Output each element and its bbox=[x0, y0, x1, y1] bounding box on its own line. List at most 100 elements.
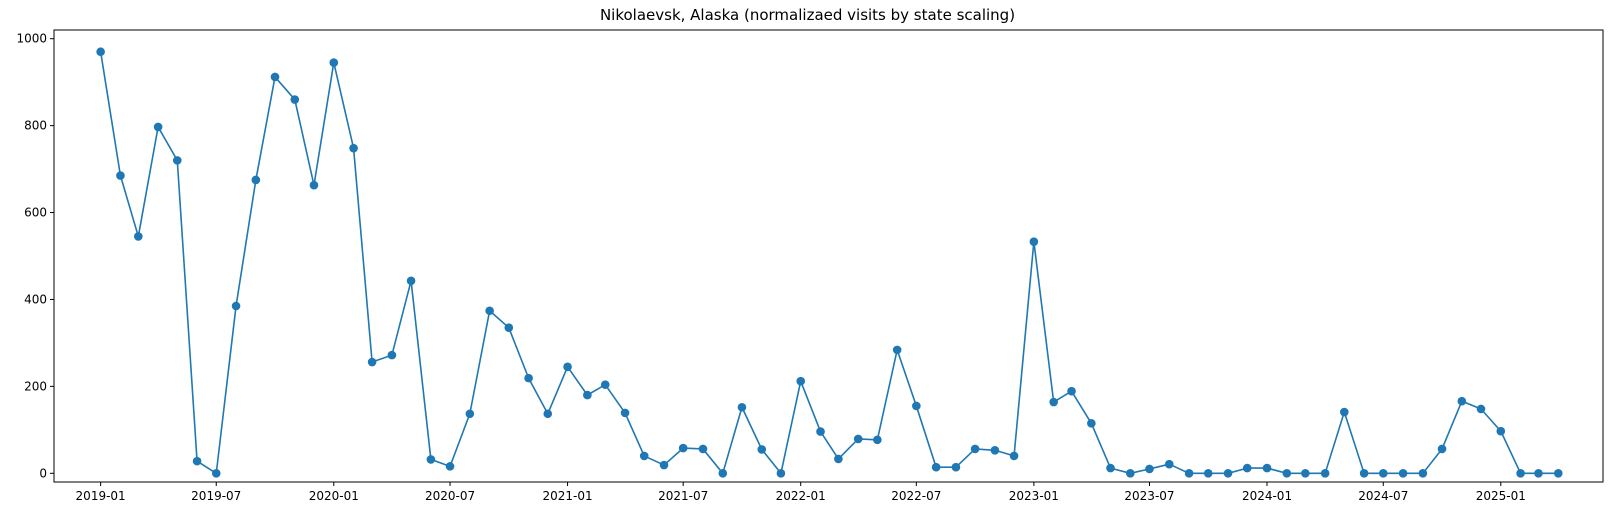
data-point bbox=[231, 301, 241, 311]
y-tick-label: 400 bbox=[24, 292, 47, 306]
data-point bbox=[1476, 404, 1486, 414]
data-point bbox=[639, 451, 649, 461]
data-point bbox=[445, 462, 455, 471]
data-point bbox=[485, 306, 494, 316]
series-line-group bbox=[96, 47, 1563, 478]
data-point bbox=[718, 469, 728, 478]
data-point bbox=[1184, 469, 1194, 478]
y-tick-label: 0 bbox=[39, 466, 47, 480]
data-point bbox=[134, 232, 143, 241]
data-point bbox=[1223, 469, 1233, 478]
data-point bbox=[970, 444, 980, 454]
data-point bbox=[563, 362, 572, 372]
x-tick-label: 2023-01 bbox=[1009, 489, 1059, 503]
x-tick-label: 2021-01 bbox=[542, 489, 592, 503]
data-point bbox=[116, 171, 125, 180]
data-point bbox=[309, 180, 319, 190]
data-point bbox=[1516, 469, 1525, 478]
data-point bbox=[1029, 237, 1039, 246]
data-point bbox=[387, 350, 397, 360]
series-line bbox=[99, 51, 1559, 475]
x-tick-label: 2022-07 bbox=[891, 489, 941, 503]
data-point bbox=[1359, 469, 1369, 478]
chart-title: Nikolaevsk, Alaska (normalizaed visits b… bbox=[599, 6, 1016, 24]
data-point bbox=[406, 276, 416, 286]
data-point bbox=[426, 455, 436, 464]
data-point bbox=[776, 469, 786, 478]
data-point bbox=[465, 409, 475, 419]
data-point bbox=[172, 156, 182, 165]
x-tick-label: 2025-01 bbox=[1476, 489, 1526, 503]
data-point bbox=[951, 462, 961, 472]
x-tick-label: 2019-01 bbox=[76, 489, 126, 503]
data-point bbox=[1378, 469, 1388, 478]
x-tick-label: 2022-01 bbox=[776, 489, 826, 503]
data-point bbox=[1553, 469, 1563, 478]
data-point bbox=[96, 47, 105, 57]
data-point bbox=[192, 456, 202, 466]
data-point bbox=[1106, 463, 1115, 473]
data-point bbox=[816, 427, 825, 436]
y-axis: 0 200 400 600 800 1000 bbox=[16, 32, 54, 480]
data-point bbox=[678, 443, 688, 453]
data-point bbox=[504, 323, 514, 333]
data-point bbox=[659, 460, 669, 470]
data-point bbox=[290, 95, 300, 104]
data-point bbox=[1242, 463, 1252, 473]
x-axis: 2019-01 2019-07 2020-01 2020-07 2021-01 2021-… bbox=[76, 482, 1526, 503]
data-point bbox=[1457, 396, 1467, 406]
data-point bbox=[251, 175, 261, 185]
data-point bbox=[1164, 459, 1174, 469]
data-point bbox=[524, 373, 533, 383]
data-point bbox=[757, 445, 767, 454]
y-tick-label: 800 bbox=[24, 119, 47, 133]
data-point bbox=[1049, 397, 1058, 407]
x-tick-label: 2021-07 bbox=[658, 489, 708, 503]
data-point bbox=[1009, 451, 1019, 461]
y-tick-label: 200 bbox=[24, 379, 47, 393]
data-point bbox=[1262, 463, 1272, 473]
data-point bbox=[1418, 469, 1428, 478]
x-tick-label: 2020-01 bbox=[309, 489, 359, 503]
data-point bbox=[698, 444, 708, 454]
data-point bbox=[1320, 469, 1330, 478]
data-point bbox=[543, 409, 553, 419]
data-point bbox=[1145, 464, 1154, 474]
data-point bbox=[153, 122, 163, 132]
data-point bbox=[270, 72, 280, 82]
x-tick-label: 2023-07 bbox=[1124, 489, 1174, 503]
data-point bbox=[1087, 419, 1096, 428]
data-point bbox=[1534, 469, 1543, 478]
data-point bbox=[1340, 407, 1349, 417]
plot-area bbox=[53, 29, 1604, 483]
data-point bbox=[1282, 469, 1292, 478]
data-point bbox=[620, 408, 630, 418]
data-point bbox=[1126, 469, 1135, 478]
data-point bbox=[367, 357, 377, 367]
data-point bbox=[873, 435, 882, 445]
data-point bbox=[892, 345, 902, 355]
data-point bbox=[990, 445, 1000, 455]
data-point bbox=[1301, 469, 1310, 478]
y-tick-label: 1000 bbox=[16, 32, 47, 46]
data-point bbox=[1398, 469, 1408, 478]
data-point bbox=[796, 376, 806, 386]
data-point bbox=[912, 401, 921, 411]
x-tick-label: 2019-07 bbox=[191, 489, 241, 503]
data-point bbox=[737, 402, 747, 412]
data-point bbox=[853, 434, 863, 444]
data-point bbox=[1496, 426, 1506, 436]
data-point bbox=[1067, 386, 1076, 396]
data-point bbox=[931, 462, 941, 472]
data-point bbox=[211, 469, 221, 478]
data-point bbox=[834, 454, 843, 464]
x-tick-label: 2024-01 bbox=[1242, 489, 1292, 503]
x-tick-label: 2020-07 bbox=[425, 489, 475, 503]
data-point bbox=[329, 58, 339, 67]
data-point bbox=[349, 143, 358, 153]
x-tick-label: 2024-07 bbox=[1358, 489, 1408, 503]
data-point bbox=[1437, 444, 1447, 454]
data-point bbox=[583, 390, 592, 400]
data-point bbox=[600, 380, 610, 389]
